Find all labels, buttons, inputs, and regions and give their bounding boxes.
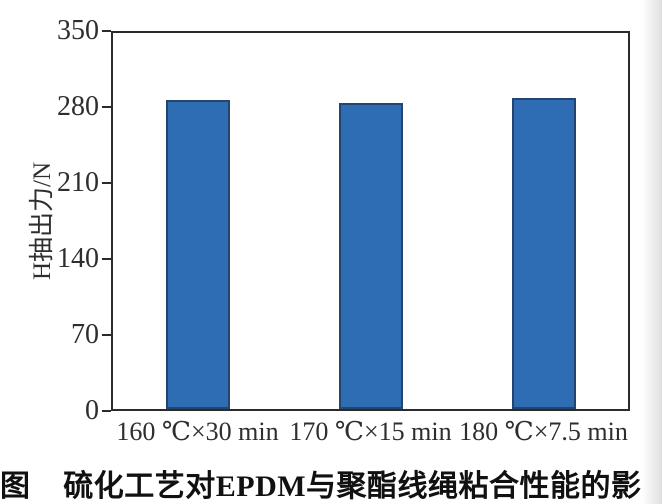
y-tick-label: 0 — [85, 395, 99, 426]
y-tick-label: 140 — [57, 243, 99, 274]
figure-caption: 图5 硫化工艺对EPDM与聚酯线绳粘合性能的影响 — [0, 461, 662, 504]
x-category-label: 180 ℃×7.5 min — [459, 417, 628, 446]
figure-caption-text: 硫化工艺对EPDM与聚酯线绳粘合性能的影响 — [63, 470, 642, 503]
y-tick-mark — [102, 182, 111, 184]
y-tick-mark — [102, 106, 111, 108]
x-category-label: 170 ℃×15 min — [289, 417, 452, 446]
figure-caption-number: 图5 — [0, 470, 31, 503]
y-tick-label: 350 — [57, 15, 99, 46]
y-tick-mark — [102, 334, 111, 336]
bar — [338, 102, 403, 409]
y-tick-label: 210 — [57, 167, 99, 198]
bar — [165, 100, 230, 409]
bar — [511, 98, 576, 409]
y-tick-mark — [102, 258, 111, 260]
y-tick-label: 280 — [57, 91, 99, 122]
page-edge-shadow — [642, 0, 662, 504]
y-tick-mark — [102, 30, 111, 32]
y-tick-mark — [102, 410, 111, 412]
x-category-label: 160 ℃×30 min — [116, 417, 279, 446]
y-tick-label: 70 — [71, 319, 99, 350]
